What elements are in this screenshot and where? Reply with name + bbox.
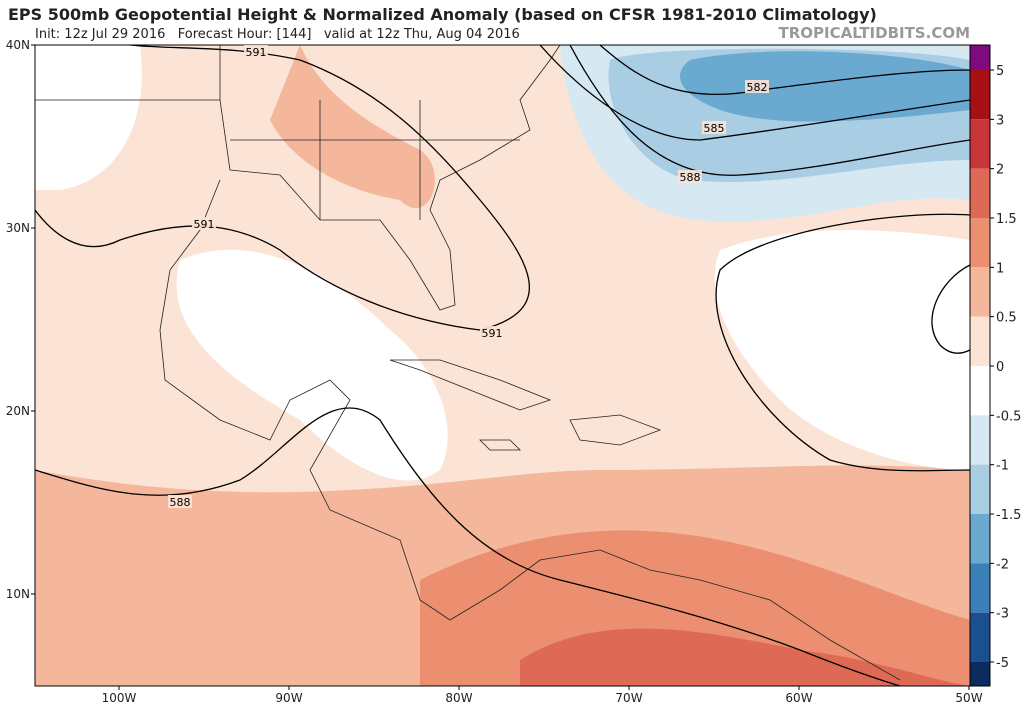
lon-label: 50W [955,691,982,705]
anomaly-zone [35,45,142,190]
colorbar-swatch [970,168,990,218]
colorbar-label: 5 [996,64,1004,79]
colorbar-swatch [970,464,990,514]
title: EPS 500mb Geopotential Height & Normaliz… [8,5,877,24]
colorbar-label: -5 [996,656,1009,671]
contour-label-bg [745,80,769,93]
map [34,44,971,687]
anomaly-zone [714,230,970,470]
lon-label: 100W [102,691,137,705]
lon-label: 60W [785,691,812,705]
colorbar-label: -2 [996,557,1009,572]
colorbar: 5 3 2 1.5 1 0.5 0 -0.5 -1 -1.5 -2 -3 -5 [969,44,1021,687]
colorbar-label: -1 [996,459,1009,474]
lat-label: 30N [6,221,30,235]
contour-label: 591 [246,46,267,59]
contour-label: 582 [747,81,768,94]
anomaly-zone [270,45,435,209]
colorbar-label: 0.5 [996,311,1017,326]
site-name: TROPICALTIDBITS.COM [779,24,971,42]
lat-label: 40N [6,38,30,52]
colorbar-label: -3 [996,607,1009,622]
map-labels: 40N 30N 20N 10N 100W 90W 80W 70W 60W 50W 591 582 585… [6,38,983,705]
colorbar-swatch [970,119,990,169]
anomaly-zone [176,249,448,481]
colorbar-swatch [970,267,990,317]
contour-label-bg [192,217,216,230]
coastlines [35,45,901,681]
contour-label: 591 [482,327,503,340]
colorbar-label: -0.5 [996,409,1021,424]
contour-label: 585 [704,122,725,135]
lat-label: 20N [6,404,30,418]
colorbar-swatch [970,316,990,366]
colorbar-label: 0 [996,360,1004,375]
height-contours [35,45,970,686]
lon-label: 90W [275,691,302,705]
lat-label: 10N [6,587,30,601]
colorbar-label: 1 [996,261,1004,276]
colorbar-swatch [970,70,990,120]
contour-label-bg [168,495,192,508]
subtitle: Init: 12z Jul 29 2016 Forecast Hour: [14… [35,27,520,42]
contour-label: 588 [170,496,191,509]
lon-label: 80W [445,691,472,705]
colorbar-label: 1.5 [996,212,1017,227]
colorbar-swatch [970,366,990,416]
colorbar-swatch [970,514,990,564]
contour-label: 588 [680,171,701,184]
contour-label-bg [244,45,268,58]
colorbar-swatch [970,415,990,465]
contour-label-bg [678,170,702,183]
contour-label-bg [480,326,504,339]
colorbar-swatch [970,612,990,662]
colorbar-label: 2 [996,163,1004,178]
colorbar-label: -1.5 [996,508,1021,523]
contour-label: 591 [194,218,215,231]
lon-label: 70W [615,691,642,705]
colorbar-label: 3 [996,113,1004,128]
colorbar-swatch [970,45,990,70]
colorbar-swatch [970,662,990,686]
anomaly-zone [680,51,970,122]
colorbar-swatch [970,218,990,268]
colorbar-swatch [970,563,990,613]
contour-label-bg [702,121,726,134]
